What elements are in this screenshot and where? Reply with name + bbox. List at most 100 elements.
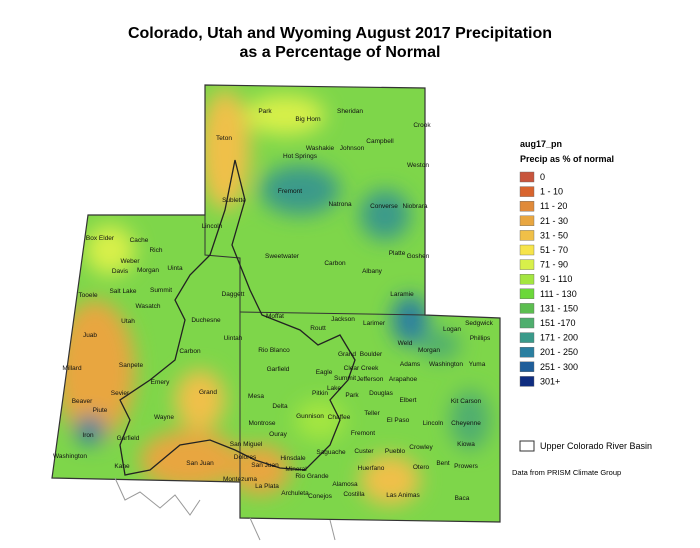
place-label: Piute [93,407,108,414]
legend-swatch [519,274,535,285]
legend-subtitle: Precip as % of normal [520,154,614,164]
place-label: Jefferson [357,376,384,383]
place-label: Cheyenne [451,420,481,427]
place-label: Otero [413,464,430,471]
legend-label: 91 - 110 [540,274,572,284]
place-label: Gunnison [296,413,324,420]
place-label: Adams [400,361,421,368]
place-label: Utah [121,318,135,325]
place-label: Eagle [316,369,333,376]
legend-title: aug17_pn [520,139,562,149]
place-label: Alamosa [332,481,358,488]
place-label: Rio Blanco [258,347,290,354]
place-label: Fremont [278,188,302,195]
place-label: Sublette [222,197,246,204]
place-label: Rio Grande [295,473,329,480]
place-label: Lincoln [202,223,223,230]
place-label: Big Horn [295,116,321,123]
place-label: Pueblo [385,448,406,455]
place-label: Arapahoe [389,376,418,383]
legend-label: 11 - 20 [540,201,567,211]
legend-swatch [519,215,535,227]
basin-swatch [519,440,535,452]
place-label: Daggett [222,291,245,298]
place-label: Garfield [267,366,290,373]
place-label: Lake [327,385,341,392]
place-label: Converse [370,203,398,210]
place-label: Delta [272,403,288,410]
place-label: Logan [443,326,461,333]
legend-swatch [519,317,535,329]
place-label: Park [345,392,359,399]
place-label: Summit [150,287,172,294]
place-label: Goshen [407,253,430,260]
legend-swatch [519,376,535,387]
place-label: Morgan [137,267,159,274]
place-label: Grand [338,351,356,358]
place-label: Pitkin [312,390,328,397]
legend-label: 21 - 30 [540,216,568,226]
place-label: Routt [310,325,326,332]
place-label: Teller [364,410,380,417]
legend-label: 251 - 300 [540,362,578,372]
place-label: Carbon [324,260,346,267]
legend-swatch [519,230,535,241]
place-label: Mesa [248,393,264,400]
legend-swatch [519,171,535,183]
place-label: Huerfano [358,465,385,472]
place-label: Box Elder [86,235,115,242]
place-label: Uintah [224,335,243,342]
place-label: Natrona [328,201,352,208]
place-label: Kit Carson [451,398,482,405]
legend-label: 151 -170 [540,318,576,328]
place-label: Kane [114,463,130,470]
legend-label: 51 - 70 [540,245,568,255]
place-label: Prowers [454,463,479,470]
place-label: Crook [413,122,431,129]
place-label: Kiowa [457,441,475,448]
legend-label: 31 - 50 [540,230,568,240]
legend-swatch [519,332,535,343]
place-label: Platte [389,250,406,257]
place-label: Washington [53,453,87,460]
legend-label: 0 [540,172,545,182]
legend-swatch [519,361,535,372]
legend-label: 301+ [540,376,560,386]
place-label: Salt Lake [109,288,136,295]
place-label: Chaffee [328,414,351,421]
place-label: Phillips [470,335,491,342]
place-label: Conejos [308,493,333,500]
place-label: Douglas [369,390,394,397]
basin-label: Upper Colorado River Basin [540,441,652,451]
place-label: Sheridan [337,108,363,115]
legend-label: 1 - 10 [540,187,563,197]
place-label: Las Animas [386,492,420,499]
legend-swatch [519,347,535,358]
place-label: Beaver [72,398,93,405]
place-label: Duchesne [191,317,221,324]
place-label: Crowley [409,444,433,451]
place-label: Uinta [167,265,183,272]
place-label: Albany [362,268,383,275]
place-label: Jackson [331,316,355,323]
place-label: Sevier [111,390,130,397]
place-label: El Paso [387,417,410,424]
place-label: Yuma [469,361,486,368]
state-outline [51,84,501,523]
legend-swatch [519,244,535,256]
place-label: Sedgwick [465,320,494,327]
place-label: San Juan [186,460,214,467]
place-label: Morgan [418,347,440,354]
place-label: Summit [334,375,356,382]
place-label: San Miguel [230,441,263,448]
place-label: Hinsdale [280,455,306,462]
wyoming-border [239,311,426,316]
place-label: Montezuma [223,476,257,483]
legend-swatch [519,186,535,197]
place-label: Washington [429,361,463,368]
subtitle: as a Percentage of Normal [240,44,441,61]
place-label: Ouray [269,431,287,438]
place-label: Tooele [78,292,98,299]
source-note: Data from PRISM Climate Group [512,468,621,477]
place-label: Weber [120,258,140,265]
